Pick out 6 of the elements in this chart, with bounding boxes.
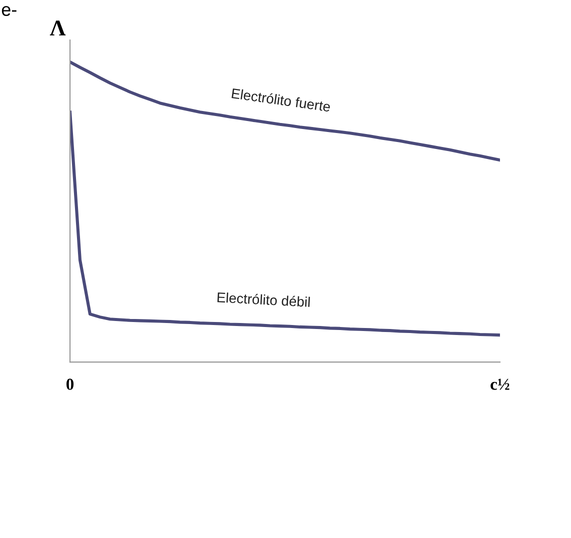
annotation: Electrólito fuerte <box>232 88 331 112</box>
annotation: Electrólito débil <box>217 292 310 308</box>
text: e- <box>2 6 16 16</box>
y-axis-title: Λ <box>50 20 66 36</box>
x-axis-title: c½ <box>490 378 510 390</box>
text: 0 <box>66 378 74 390</box>
